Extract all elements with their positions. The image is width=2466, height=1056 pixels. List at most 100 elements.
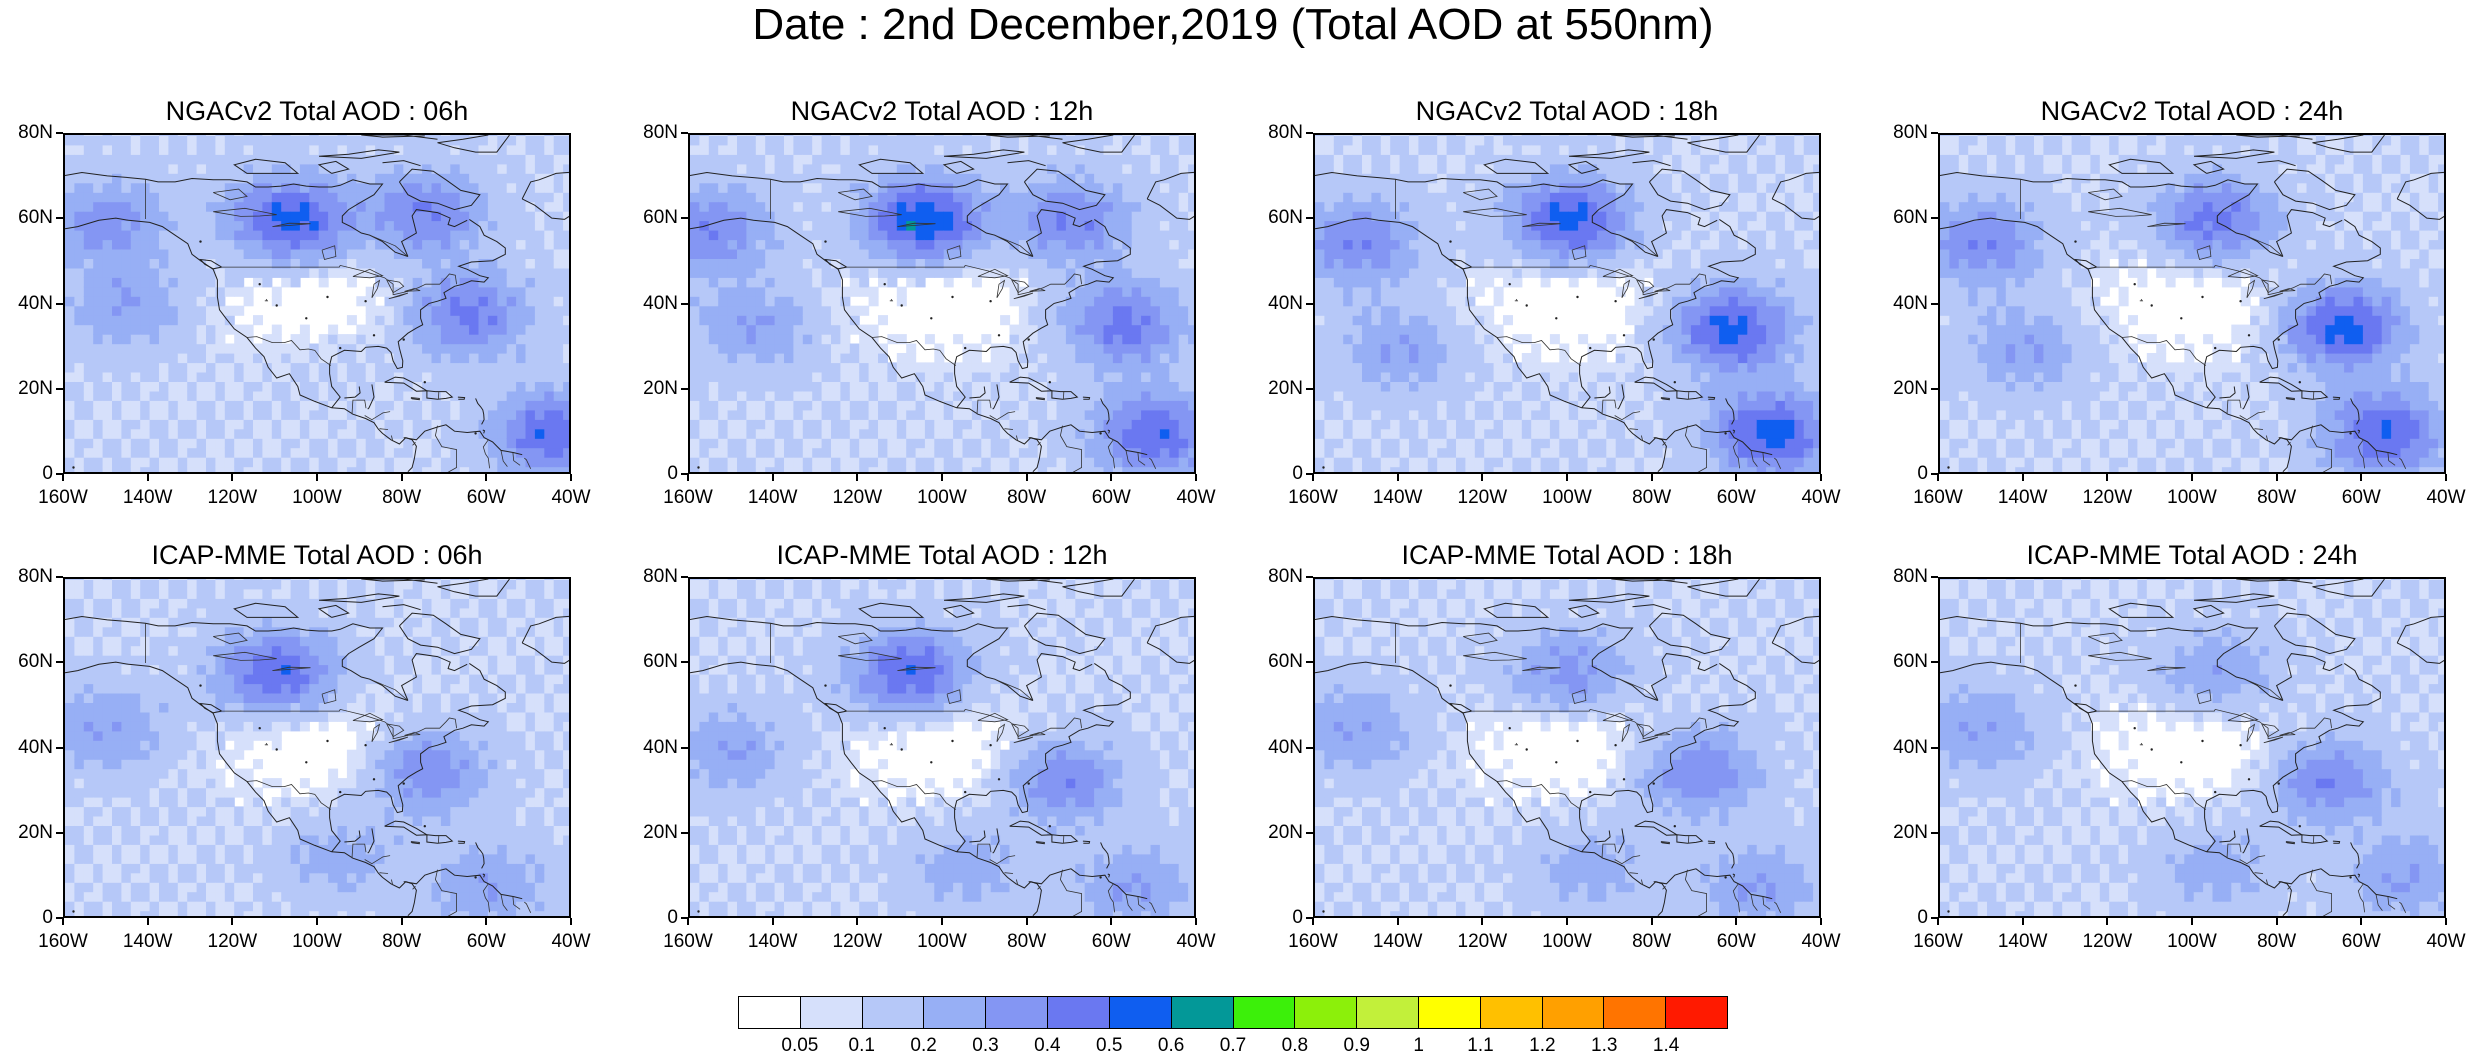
coastline xyxy=(318,149,400,159)
coastline xyxy=(457,396,466,400)
aod-grid-cell xyxy=(953,390,964,401)
aod-grid-cell xyxy=(1380,334,1391,345)
aod-grid-cell xyxy=(1075,182,1086,193)
aod-grid-cell xyxy=(1084,258,1095,269)
aod-grid-cell xyxy=(1047,457,1058,468)
aod-grid-cell xyxy=(1474,135,1485,136)
aod-grid-cell xyxy=(859,409,870,420)
aod-grid-cell xyxy=(699,163,710,174)
aod-grid-cell xyxy=(1521,201,1532,212)
aod-grid-cell xyxy=(215,447,226,458)
aod-grid-cell xyxy=(1559,428,1570,439)
aod-grid-cell xyxy=(506,144,517,155)
aod-grid-cell xyxy=(1131,230,1142,241)
aod-grid-cell xyxy=(1343,258,1354,269)
aod-grid-cell xyxy=(516,230,527,241)
aod-grid-cell xyxy=(318,230,329,241)
aod-grid-cell xyxy=(469,305,480,316)
aod-grid-cell xyxy=(784,409,794,420)
island-dot xyxy=(1048,381,1051,384)
aod-grid-cell xyxy=(1112,248,1123,259)
aod-grid-cell xyxy=(990,211,1001,222)
aod-grid-cell xyxy=(469,144,480,155)
aod-grid-cell xyxy=(1371,466,1382,472)
aod-grid-cell xyxy=(337,135,348,146)
aod-grid-cell xyxy=(774,305,785,316)
aod-grid-cell xyxy=(1075,447,1086,458)
aod-grid-cell xyxy=(1018,334,1029,345)
aod-grid-cell xyxy=(271,343,282,354)
aod-grid-cell xyxy=(281,230,292,241)
aod-grid-cell xyxy=(140,419,151,430)
aod-grid-cell xyxy=(915,419,926,430)
aod-grid-cell xyxy=(990,248,1001,259)
aod-grid-cell xyxy=(1540,192,1551,203)
aod-grid-cell xyxy=(149,457,160,468)
aod-grid-cell xyxy=(859,239,870,250)
aod-grid-cell xyxy=(1437,390,1448,401)
aod-grid-cell xyxy=(102,173,113,184)
aod-grid-cell xyxy=(1056,466,1067,472)
aod-grid-cell xyxy=(74,230,85,241)
aod-grid-cell xyxy=(831,267,841,278)
aod-grid-cell xyxy=(849,419,860,430)
aod-grid-cell xyxy=(553,409,564,420)
aod-grid-cell xyxy=(403,192,414,203)
aod-grid-cell xyxy=(1343,457,1354,468)
aod-grid-cell xyxy=(450,211,461,222)
aod-grid-cell xyxy=(140,135,151,136)
aod-grid-cell xyxy=(1493,457,1504,468)
aod-grid-cell xyxy=(1333,230,1344,241)
aod-grid-cell xyxy=(1037,239,1048,250)
aod-grid-cell xyxy=(431,315,442,326)
aod-grid-cell xyxy=(1009,211,1020,222)
aod-grid-cell xyxy=(1437,334,1448,345)
aod-grid-cell xyxy=(346,135,357,146)
aod-grid-cell xyxy=(1103,400,1114,411)
aod-grid-cell xyxy=(65,390,75,401)
aod-grid-cell xyxy=(1169,362,1180,373)
aod-grid-cell xyxy=(690,144,700,155)
aod-grid-cell xyxy=(356,144,367,155)
island-dot xyxy=(423,381,426,384)
aod-grid-cell xyxy=(793,371,804,382)
aod-grid-cell xyxy=(690,466,700,472)
aod-grid-cell xyxy=(253,173,263,184)
aod-grid-cell xyxy=(1065,258,1076,269)
aod-grid-cell xyxy=(1065,267,1076,278)
aod-grid-cell xyxy=(1493,173,1504,184)
aod-grid-cell xyxy=(718,334,729,345)
aod-grid-cell xyxy=(924,192,935,203)
aod-grid-cell xyxy=(1047,324,1058,335)
aod-grid-cell xyxy=(65,296,75,307)
aod-grid-cell xyxy=(718,343,729,354)
aod-grid-cell xyxy=(102,381,113,392)
aod-grid-cell xyxy=(1409,419,1419,430)
aod-grid-cell xyxy=(187,390,198,401)
aod-grid-cell xyxy=(868,173,879,184)
aod-grid-cell xyxy=(1399,343,1410,354)
aod-grid-cell xyxy=(516,267,527,278)
aod-grid-cell xyxy=(1446,267,1457,278)
aod-grid-cell xyxy=(469,409,480,420)
aod-grid-cell xyxy=(177,267,188,278)
aod-grid-cell xyxy=(102,315,113,326)
aod-grid-cell xyxy=(802,220,813,231)
aod-grid-cell xyxy=(896,447,907,458)
aod-grid-cell xyxy=(1437,135,1448,146)
aod-grid-cell xyxy=(708,447,719,458)
aod-grid-cell xyxy=(802,201,813,212)
aod-grid-cell xyxy=(1047,466,1058,472)
aod-grid-cell xyxy=(1112,381,1123,392)
aod-grid-cell xyxy=(1409,381,1419,392)
aod-grid-cell xyxy=(1446,144,1457,155)
aod-grid-cell xyxy=(271,239,282,250)
aod-grid-cell xyxy=(187,324,198,335)
lake-outline xyxy=(897,222,936,227)
island-dot xyxy=(951,295,954,299)
aod-grid-cell xyxy=(93,286,104,297)
aod-grid-cell xyxy=(121,353,132,364)
aod-grid-cell xyxy=(1018,239,1029,250)
aod-grid-cell xyxy=(1324,334,1335,345)
coastline xyxy=(954,218,1131,409)
